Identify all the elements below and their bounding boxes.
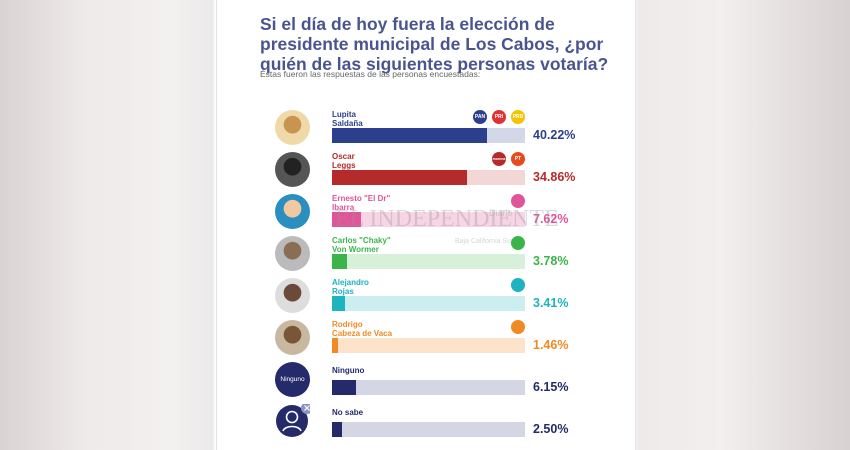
name-line-2: Cabeza de Vaca (332, 329, 393, 338)
bar (332, 170, 467, 185)
data-label: 1.46% (533, 338, 569, 352)
name-line-2: Leggs (332, 161, 356, 170)
party-logo-icon: PRI (492, 110, 506, 124)
bar-row: No sabe 2.50% (0, 402, 850, 446)
person-icon (275, 402, 313, 439)
watermark-main: EL INDEPENDIENTE (335, 206, 559, 232)
bar-track (332, 338, 525, 353)
candidate-name: Lupita Saldaña (332, 110, 363, 128)
candidate-name: Ninguno (332, 366, 364, 375)
candidate-name: Oscar Leggs (332, 152, 356, 170)
name-line-1: Alejandro (332, 278, 369, 287)
bar-row: Carlos "Chaky" Von Wormer 3.78% (0, 236, 850, 278)
chart-subtitle: Éstas fueron las respuestas de las perso… (260, 69, 481, 79)
watermark-bottom: Baja California Sur (455, 238, 514, 245)
bar-row: Ernesto "El Dr" Ibarra 7.62% (0, 194, 850, 236)
name-line-1: Oscar (332, 152, 355, 161)
name-line-1: Rodrigo (332, 320, 363, 329)
candidate-name: Ernesto "El Dr" Ibarra (332, 194, 390, 212)
name-line-1: Ninguno (332, 366, 365, 375)
bar (332, 338, 338, 353)
bar (332, 380, 356, 395)
bar (332, 296, 346, 311)
bar-track (332, 422, 525, 437)
bar-track (332, 380, 525, 395)
bar-row: Ninguno Ninguno 6.15% (0, 362, 850, 404)
candidate-name: No sabe (332, 408, 363, 417)
chart-title: Si el día de hoy fuera la elección de pr… (260, 14, 609, 74)
candidate-photo (275, 236, 310, 271)
bar (332, 212, 362, 227)
bar-track (332, 128, 525, 143)
candidate-photo (275, 278, 310, 313)
name-line-1: Ernesto "El Dr" (332, 194, 391, 203)
party-logo-icon (511, 236, 525, 250)
bar-track (332, 170, 525, 185)
bar (332, 254, 347, 269)
data-label: 40.22% (533, 128, 576, 142)
bar-track (332, 296, 525, 311)
party-logo-icon: PRD (511, 110, 525, 124)
data-label: 7.62% (533, 212, 569, 226)
data-label: 3.41% (533, 296, 569, 310)
candidate-photo (275, 194, 310, 229)
watermark-top: Diario (489, 208, 513, 218)
bar-track (332, 212, 525, 227)
name-line-2: Saldaña (332, 119, 363, 128)
name-line-1: No sabe (332, 408, 364, 417)
bar-row: Rodrigo Cabeza de Vaca 1.46% (0, 320, 850, 362)
name-line-1: Lupita (332, 110, 356, 119)
name-line-2: Von Wormer (332, 245, 379, 254)
data-label: 3.78% (533, 254, 569, 268)
candidate-name: Carlos "Chaky" Von Wormer (332, 236, 391, 254)
bar-row: Oscar Leggs morena PT 34.86% (0, 152, 850, 194)
data-label: 34.86% (533, 170, 576, 184)
candidate-photo (275, 152, 310, 187)
candidate-photo (275, 110, 310, 145)
data-label: 2.50% (533, 422, 569, 436)
party-logo-icon (511, 320, 525, 334)
data-label: 6.15% (533, 380, 569, 394)
name-line-2: Ibarra (332, 203, 355, 212)
party-logo-icon (511, 278, 525, 292)
ninguno-badge: Ninguno (275, 362, 310, 397)
name-line-1: Carlos "Chaky" (332, 236, 391, 245)
bar-row: Alejandro Rojas 3.41% (0, 278, 850, 320)
party-logo-icon: PT (511, 152, 525, 166)
party-logo-icon: PAN (473, 110, 487, 124)
party-logo-icon: morena (492, 152, 506, 166)
bar-row: Lupita Saldaña PAN PRI PRD 40.22% (0, 110, 850, 152)
bar (332, 422, 342, 437)
name-line-2: Rojas (332, 287, 354, 296)
party-logo-icon (511, 194, 525, 208)
bar (332, 128, 488, 143)
candidate-name: Rodrigo Cabeza de Vaca (332, 320, 392, 338)
bar-track (332, 254, 525, 269)
candidate-photo (275, 320, 310, 355)
candidate-name: Alejandro Rojas (332, 278, 369, 296)
